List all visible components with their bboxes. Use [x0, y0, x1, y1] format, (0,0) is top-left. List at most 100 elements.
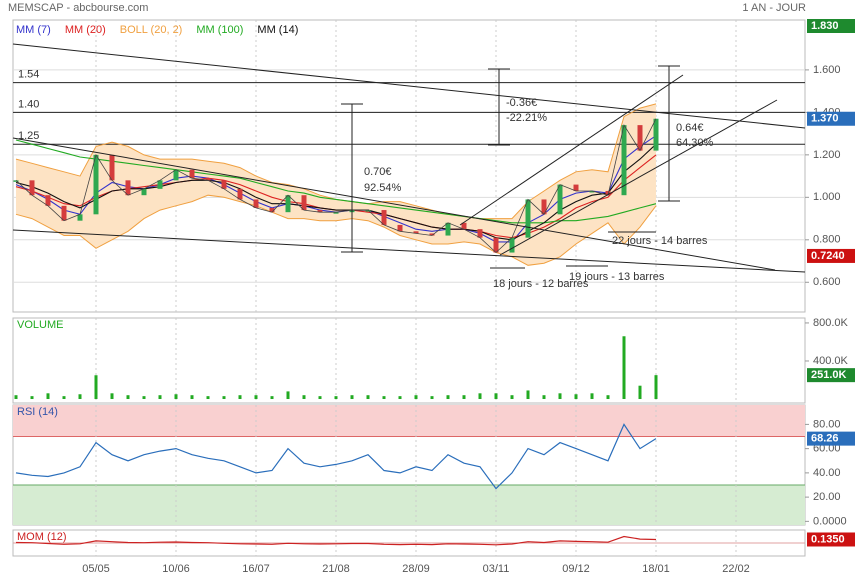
trend-line — [459, 74, 684, 226]
volume-bar — [190, 395, 194, 400]
volume-bar — [478, 393, 482, 400]
y-tick-label: 1.600 — [813, 64, 841, 76]
panel-title: VOLUME — [17, 319, 63, 331]
boll-lower — [15, 194, 657, 266]
price-candle — [477, 229, 483, 238]
trend-line — [499, 99, 778, 256]
y-tick-label: 400.0K — [813, 355, 849, 367]
trend-line — [12, 229, 806, 273]
x-tick-label: 05/05 — [82, 563, 110, 575]
price-line — [15, 118, 657, 254]
price-candle — [221, 180, 227, 189]
volume-bar — [46, 393, 50, 400]
price-candle — [61, 205, 67, 221]
price-candle — [541, 199, 547, 215]
volume-bar — [350, 395, 354, 400]
price-candle — [205, 178, 211, 181]
annotation: 19 jours - 13 barres — [569, 271, 665, 283]
annotation: 92.54% — [364, 182, 402, 194]
value-box — [807, 111, 855, 126]
value-box-label: 251.0K — [811, 369, 847, 381]
y-tick-label: 40.00 — [813, 467, 841, 479]
price-candle — [317, 210, 323, 213]
panel-title: RSI (14) — [17, 406, 58, 418]
x-tick-label: 22/02 — [722, 563, 750, 575]
x-tick-label: 09/12 — [562, 563, 590, 575]
boll-band — [16, 103, 656, 266]
price-candle — [461, 222, 467, 230]
volume-bar — [558, 393, 562, 400]
volume-bar — [270, 396, 274, 400]
annotations: 0.70€ 92.54% -0.36€ -22.21% 0.64€ 64.30%… — [364, 97, 714, 290]
price-candle — [653, 118, 659, 151]
price-candle — [381, 210, 387, 225]
volume-bar — [398, 396, 402, 400]
x-tick-label: 03/11 — [483, 563, 510, 575]
price-candle — [253, 199, 259, 208]
price-candle — [621, 125, 627, 196]
volume-bar — [78, 394, 82, 400]
legend-entry: MM (14) — [257, 24, 298, 36]
value-box — [807, 248, 855, 263]
drawings — [12, 43, 806, 273]
legend-entry: MM (20) — [65, 24, 106, 36]
price-candle — [301, 195, 307, 211]
value-box-label: 0.1350 — [811, 533, 845, 545]
price-candle — [589, 190, 595, 193]
ma-line — [15, 139, 657, 224]
legend-entry: BOLL (20, 2) — [120, 24, 183, 36]
chart-title: MEMSCAP - abcbourse.com — [8, 2, 148, 14]
volume-bar — [206, 396, 210, 400]
price-candle — [285, 195, 291, 213]
volume-bar — [254, 395, 258, 400]
panel-title: MOM (12) — [17, 531, 67, 543]
volume-bar — [638, 385, 642, 400]
annotation: 18 jours - 12 barres — [493, 278, 589, 290]
price-candle — [365, 210, 371, 212]
y-tick-label: 1.000 — [813, 191, 841, 203]
price-candle — [333, 212, 339, 214]
oversold-zone — [13, 485, 805, 525]
value-box-label: 0.7240 — [811, 250, 845, 262]
price-candle — [125, 180, 131, 196]
volume-bar — [542, 395, 546, 400]
volume-bar — [62, 396, 66, 400]
price-candle — [77, 214, 83, 221]
volume-bar — [654, 375, 658, 400]
price-candle — [157, 180, 163, 189]
price-candle — [509, 237, 515, 253]
period: 1 AN - JOUR — [742, 2, 806, 14]
annotation: 0.70€ — [364, 166, 392, 178]
value-box — [807, 431, 855, 446]
volume-bar — [382, 396, 386, 400]
price-candle — [605, 190, 611, 196]
x-tick-label: 10/06 — [162, 563, 190, 575]
value-box — [807, 532, 855, 547]
panel-frame — [12, 19, 806, 313]
annotation: -22.21% — [506, 112, 547, 124]
volume-bar — [318, 396, 322, 400]
value-box-label: 1.830 — [811, 20, 839, 32]
volume-bar — [574, 394, 578, 400]
y-tick-label: 0.600 — [813, 276, 841, 288]
volume-bar — [126, 395, 130, 400]
price-candle — [445, 222, 451, 236]
price-candle — [573, 184, 579, 191]
annotation: 64.30% — [676, 137, 714, 149]
volume-bar — [174, 394, 178, 400]
price-candle — [493, 237, 499, 253]
price-candle — [29, 180, 35, 196]
price-candle — [109, 154, 115, 181]
price-candle — [45, 195, 51, 206]
annotation: -0.36€ — [506, 97, 537, 109]
volume-bar — [606, 395, 610, 400]
volume-bar — [94, 375, 98, 400]
x-tick-label: 16/07 — [242, 563, 270, 575]
x-tick-label: 21/08 — [322, 563, 350, 575]
value-box — [807, 368, 855, 383]
level-label: 1.54 — [18, 69, 39, 81]
annotation: 0.64€ — [676, 122, 704, 134]
plot-layer: 1.6001.4001.2001.0000.8000.6001.541.401.… — [12, 19, 855, 575]
volume-bar — [430, 396, 434, 400]
price-candle — [557, 184, 563, 215]
